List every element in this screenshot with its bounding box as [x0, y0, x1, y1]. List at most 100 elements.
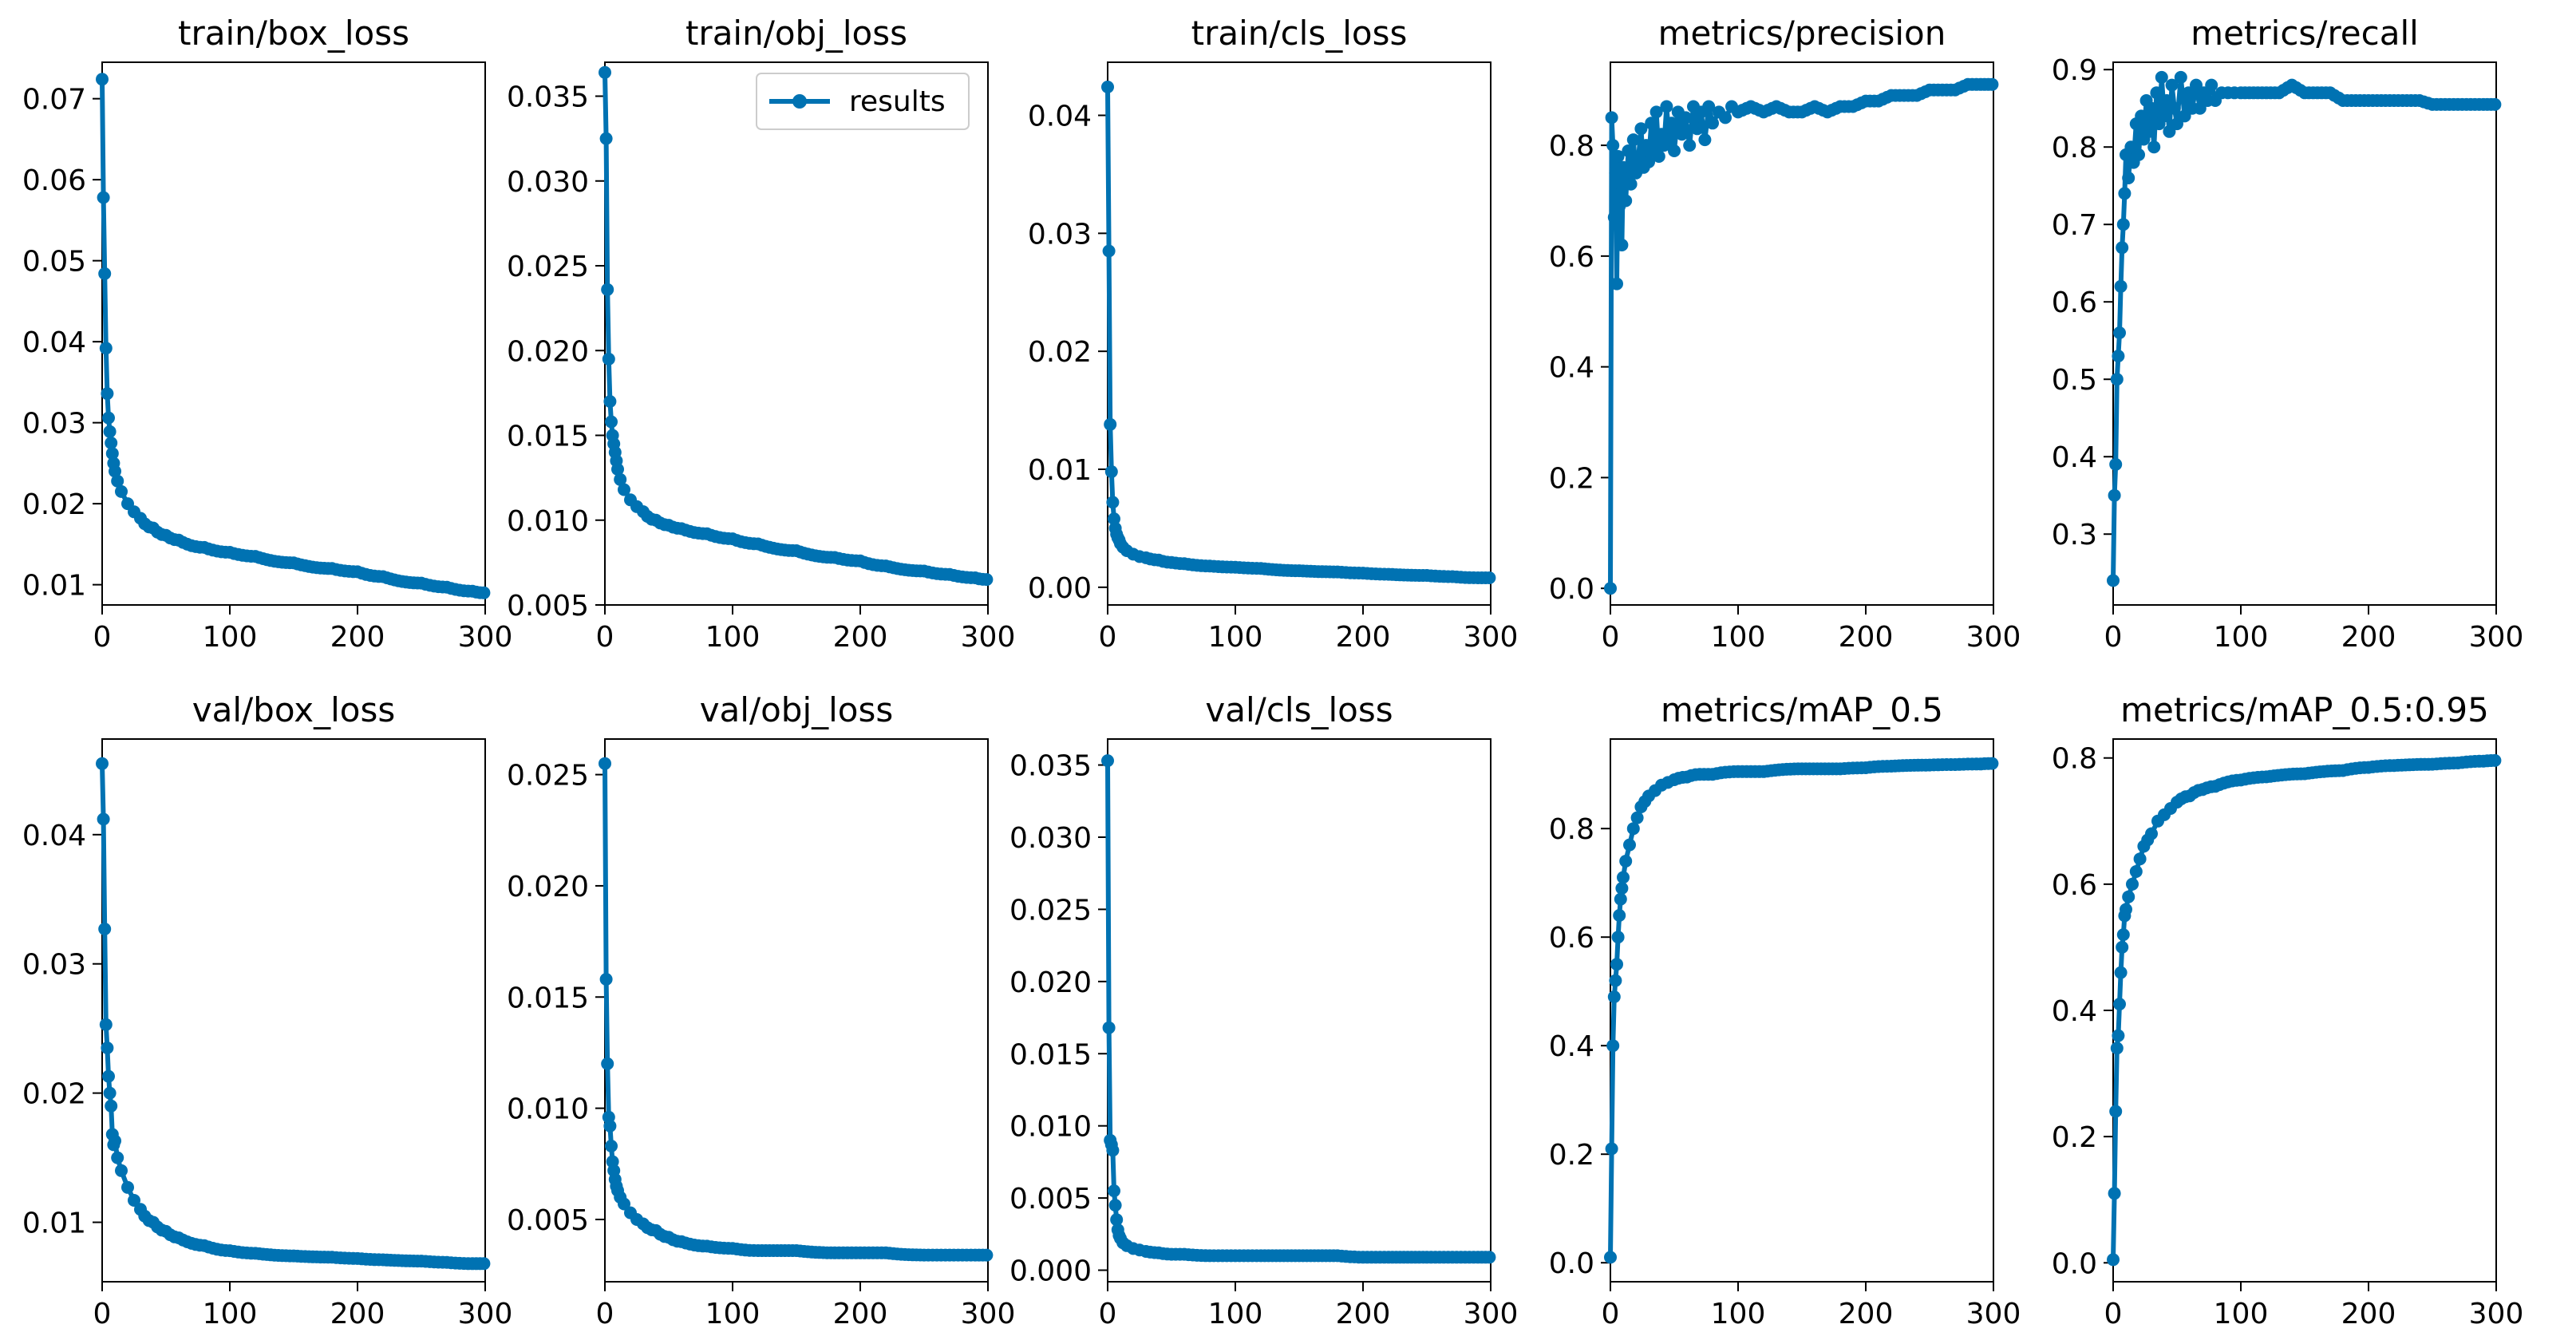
data-point [2122, 890, 2135, 903]
data-point [101, 1042, 114, 1054]
data-point [1690, 122, 1704, 136]
data-point [980, 573, 994, 587]
data-point [128, 1194, 140, 1207]
x-tick-label: 300 [1464, 1298, 1519, 1330]
series-line [2111, 74, 2495, 581]
axes-frame [1107, 61, 1491, 606]
data-point [1614, 177, 1627, 191]
axes-frame [1107, 738, 1491, 1283]
x-tick-label: 100 [203, 1298, 258, 1330]
x-tick-label: 200 [833, 1298, 888, 1330]
y-tick-label: 0.010 [1009, 1111, 1092, 1144]
data-point [2174, 70, 2187, 84]
data-point [1632, 150, 1646, 163]
data-point [1108, 512, 1120, 526]
x-tick-label: 0 [1099, 621, 1117, 654]
data-point [1683, 139, 1697, 152]
data-point [115, 1164, 128, 1177]
y-tick-label: 0.000 [1009, 1255, 1092, 1288]
y-tick-label: 0.015 [507, 982, 589, 1014]
plot-title: metrics/precision [1658, 14, 1946, 53]
series-line [100, 763, 484, 1267]
series-line [100, 79, 484, 595]
data-point [109, 1134, 121, 1148]
y-tick-label: 0.3 [2052, 519, 2097, 551]
y-tick-label: 0.03 [1028, 218, 1092, 251]
y-tick-label: 0.005 [507, 590, 589, 623]
data-point [2114, 279, 2128, 293]
data-point [1607, 211, 1621, 224]
x-tick-label: 300 [458, 621, 513, 654]
data-point [2112, 1029, 2125, 1042]
data-point [1104, 417, 1117, 431]
data-point [603, 395, 617, 408]
data-point [2109, 1105, 2123, 1118]
y-tick-label: 0.015 [507, 421, 589, 453]
plot-title: train/obj_loss [685, 14, 907, 53]
data-point [1110, 1213, 1124, 1227]
legend-box [756, 73, 970, 130]
data-point [614, 472, 627, 486]
data-point [2110, 1042, 2124, 1055]
x-tick-label: 200 [1839, 621, 1894, 654]
x-tick-label: 100 [705, 1298, 761, 1330]
subplot-train-obj-loss: train/obj_loss 0 100 200 300 0.005 0.010 0.015 0… [507, 14, 1015, 654]
y-tick-label: 0.0 [2052, 1247, 2097, 1280]
x-tick-label: 0 [1099, 1298, 1117, 1330]
data-point [2147, 140, 2161, 154]
y-tick-label: 0.04 [1028, 101, 1092, 133]
axes-frame [2112, 738, 2497, 1283]
data-point [1607, 990, 1621, 1003]
data-point [2108, 488, 2121, 502]
y-tick-label: 0.010 [507, 1093, 589, 1126]
data-point [2133, 852, 2147, 866]
data-point [105, 437, 118, 449]
x-tick-label: 100 [1208, 621, 1263, 654]
data-point [477, 586, 491, 599]
y-tick-label: 0.4 [2052, 441, 2097, 474]
data-point [2122, 172, 2135, 184]
data-point [980, 1248, 994, 1262]
series-line [2111, 757, 2495, 1260]
data-point [599, 973, 613, 986]
data-point [2116, 218, 2130, 231]
x-tick-label: 300 [2469, 621, 2524, 654]
y-tick-label: 0.9 [2052, 54, 2097, 87]
y-tick-label: 0.015 [1009, 1038, 1092, 1071]
data-point [2113, 326, 2126, 339]
data-point [97, 812, 110, 826]
y-tick-label: 0.4 [1549, 1030, 1594, 1063]
data-point [2142, 125, 2155, 138]
data-point [1624, 177, 1638, 191]
data-point [618, 1197, 630, 1211]
x-tick-label: 200 [1839, 1298, 1894, 1330]
plot-title: val/obj_loss [700, 690, 894, 729]
y-tick-label: 0.8 [2052, 743, 2097, 776]
data-point [1101, 81, 1114, 93]
data-point [1706, 117, 1719, 130]
x-tick-label: 0 [2104, 1298, 2123, 1330]
data-point [1615, 239, 1629, 251]
y-tick-label: 0.6 [2052, 287, 2097, 319]
y-tick-label: 0.07 [22, 84, 86, 117]
x-tick-label: 200 [1336, 621, 1391, 654]
data-point [1605, 1142, 1618, 1156]
x-tick-label: 300 [1464, 621, 1519, 654]
y-tick-label: 0.06 [22, 164, 86, 197]
data-point [2116, 940, 2129, 954]
series-line [603, 763, 987, 1258]
data-point [2107, 1253, 2120, 1267]
data-point [1985, 77, 1999, 91]
data-point [1610, 958, 1623, 971]
data-point [1650, 105, 1663, 119]
data-point [1483, 571, 1496, 584]
x-tick-label: 0 [93, 1298, 112, 1330]
data-point [2132, 148, 2145, 161]
data-point [1101, 754, 1114, 768]
data-point [101, 387, 114, 401]
y-tick-label: 0.025 [507, 251, 589, 283]
y-tick-label: 0.6 [1549, 241, 1594, 274]
legend: results [756, 73, 970, 130]
x-tick-label: 200 [330, 1298, 385, 1330]
data-point [2155, 70, 2168, 84]
